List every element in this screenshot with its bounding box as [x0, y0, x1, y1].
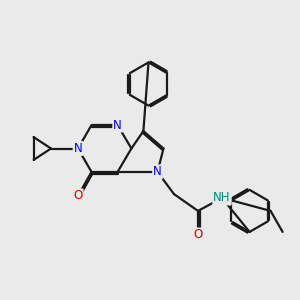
Text: NH: NH — [213, 191, 231, 205]
Text: N: N — [74, 142, 82, 155]
Text: O: O — [74, 189, 82, 203]
Text: N: N — [153, 165, 162, 178]
Text: O: O — [194, 228, 202, 242]
Text: N: N — [113, 118, 122, 132]
